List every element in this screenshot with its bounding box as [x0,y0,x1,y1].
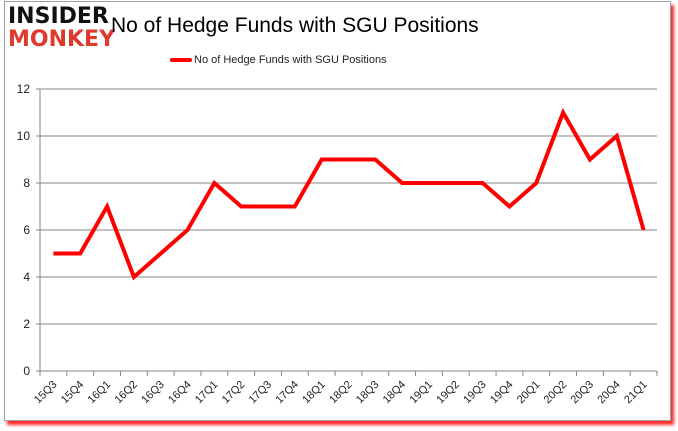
x-tick-label: 19Q1 [408,379,436,407]
y-tick-label: 10 [17,129,31,143]
x-tick-label: 16Q2 [112,379,140,407]
x-tick-label: 19Q4 [488,379,516,407]
y-tick-label: 12 [17,82,31,96]
logo-line-2: MONKEY [8,27,116,52]
x-tick-label: 15Q4 [59,379,87,407]
y-axis: 0 2 4 6 8 10 12 [17,82,41,378]
x-tick-label: 18Q2 [327,379,355,407]
x-tick-label: 16Q1 [86,379,114,407]
x-tick-label: 21Q1 [622,379,650,407]
y-tick-label: 4 [23,270,30,284]
logo-line-1: INSIDER [8,4,109,29]
chart-legend: No of Hedge Funds with SGU Positions [170,54,387,66]
chart-frame [4,1,671,421]
x-tick-label: 19Q3 [461,379,489,407]
x-axis: 15Q3 15Q4 16Q1 16Q2 16Q3 16Q4 17Q1 17Q2 17Q3 17Q4… [32,370,658,407]
x-tick-label: 17Q2 [220,379,248,407]
x-tick-label: 20Q4 [595,379,623,407]
x-tick-label: 16Q4 [166,379,194,407]
x-tick-label: 17Q4 [273,379,301,407]
x-tick-label: 15Q3 [32,379,60,407]
x-tick-label: 18Q1 [300,379,328,407]
y-tick-label: 2 [23,317,30,331]
x-tick-label: 17Q1 [193,379,221,407]
x-tick-label: 19Q2 [434,379,462,407]
x-tick-label: 20Q2 [542,379,570,407]
gridlines [40,88,657,325]
x-tick-label: 20Q1 [515,379,543,407]
x-tick-label: 16Q3 [139,379,167,407]
chart-title: No of Hedge Funds with SGU Positions [111,14,479,37]
y-tick-label: 6 [23,223,30,237]
y-tick-label: 8 [23,176,30,190]
x-tick-label: 17Q3 [247,379,275,407]
x-tick-label: 18Q3 [354,379,382,407]
x-tick-label: 20Q3 [569,379,597,407]
legend-line-swatch-icon [170,58,192,62]
insider-monkey-logo: INSIDER MONKEY [8,6,128,51]
y-tick-label: 0 [23,364,30,378]
legend-label: No of Hedge Funds with SGU Positions [194,54,387,66]
x-tick-label: 18Q4 [381,379,409,407]
series-line [53,107,646,281]
